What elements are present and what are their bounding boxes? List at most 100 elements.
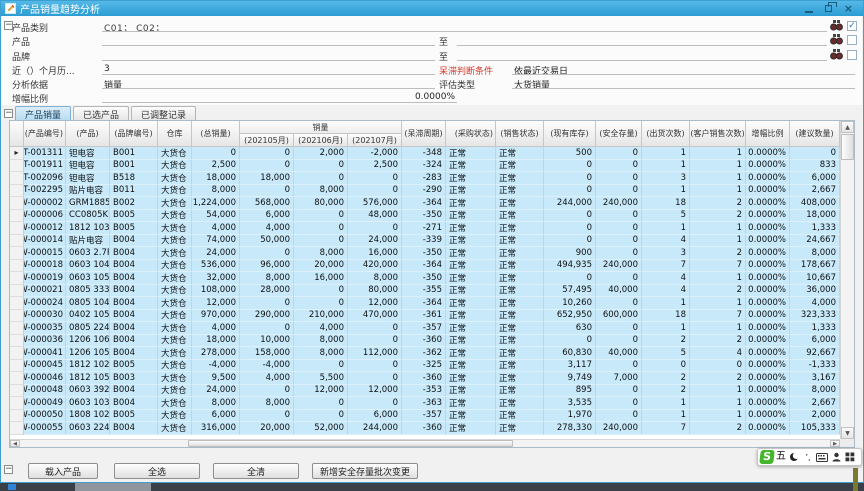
wubi-mode-icon[interactable]: 五 xyxy=(776,451,786,462)
table-row[interactable]: -W-000014贴片电容B004大货仓74,00050,000024,000-… xyxy=(10,234,840,247)
brand-checkbox[interactable] xyxy=(847,49,857,60)
search-binoculars-icon[interactable] xyxy=(830,48,843,60)
collapse-form-icon[interactable]: − xyxy=(4,20,13,30)
scroll-up-icon[interactable]: ▲ xyxy=(841,121,854,133)
keyboard-icon[interactable] xyxy=(816,451,828,463)
tab-adjusted-records[interactable]: 已调整记录 xyxy=(131,106,197,121)
horizontal-scrollbar[interactable]: ◀ ▶ xyxy=(10,439,840,447)
column-header[interactable]: (202106月) xyxy=(294,134,348,147)
vertical-scroll-thumb[interactable] xyxy=(841,134,854,160)
stagnant-condition-field[interactable]: 依最近交易日 xyxy=(512,62,855,75)
horizontal-scroll-thumb[interactable] xyxy=(188,440,513,447)
column-header[interactable]: (安全存量) xyxy=(596,121,642,147)
add-safety-stock-change-button[interactable]: 新增安全存量批次变更 xyxy=(312,463,418,479)
evaluate-type-field[interactable]: 大货销量 xyxy=(512,76,855,90)
scroll-right-icon[interactable]: ▶ xyxy=(830,440,840,447)
search-binoculars-icon[interactable] xyxy=(830,34,843,45)
brand-to-field[interactable] xyxy=(457,48,827,61)
cell: 0 xyxy=(544,184,596,197)
table-row[interactable]: -T-002295 贴片电容 B011 大货仓 8,000 0 8,000 0 -290 正常 正常… xyxy=(10,184,840,197)
search-binoculars-icon[interactable] xyxy=(830,20,843,31)
product-from-field[interactable] xyxy=(102,33,435,47)
category-checkbox[interactable]: ✓ xyxy=(847,21,857,31)
analysis-basis-field[interactable]: 销量 xyxy=(102,76,435,90)
category-links[interactable]: C01； C02； xyxy=(104,24,165,32)
halfmoon-icon[interactable] xyxy=(788,451,800,463)
column-header[interactable]: (出货次数) xyxy=(642,121,690,147)
brand-from-field[interactable] xyxy=(102,48,435,61)
scroll-down-icon[interactable]: ▼ xyxy=(841,427,854,439)
taskbar-app-icon[interactable] xyxy=(8,484,16,490)
months-field[interactable]: 3 xyxy=(102,62,435,75)
product-to-field[interactable] xyxy=(457,33,827,47)
tab-product-sales[interactable]: 产品销量 xyxy=(15,106,72,121)
column-header[interactable]: 仓库 xyxy=(158,121,192,147)
column-header[interactable]: (总销量) xyxy=(192,121,240,147)
cell: 0603 224K... xyxy=(66,422,110,435)
row-indicator xyxy=(10,247,24,260)
select-all-button[interactable]: 全选 xyxy=(114,463,200,479)
vertical-scrollbar[interactable]: ▲ ▼ xyxy=(840,121,854,439)
collapse-footer-icon[interactable]: − xyxy=(4,464,13,474)
row-indicator xyxy=(10,172,24,185)
sogou-logo-icon[interactable]: S xyxy=(759,450,775,464)
close-icon[interactable]: × xyxy=(843,2,853,15)
cell: 2 xyxy=(690,372,746,385)
column-header[interactable]: (产品编号) xyxy=(24,121,66,147)
scroll-left-icon[interactable]: ◀ xyxy=(10,440,20,447)
tab-selected-products[interactable]: 已选产品 xyxy=(73,106,130,121)
clear-all-button[interactable]: 全清 xyxy=(213,463,299,479)
restore-icon[interactable] xyxy=(824,2,837,12)
punctuation-icon[interactable]: ’, xyxy=(805,452,811,462)
cell: 278,330 xyxy=(544,422,596,435)
column-header[interactable]: (202105月) xyxy=(240,134,294,147)
table-row[interactable]: -T-001911 钽电容 B001 大货仓 2,500 0 0 2,500 -324 正常 正常 0… xyxy=(10,159,840,172)
toolbox-grid-icon[interactable] xyxy=(844,451,856,463)
table-row[interactable]: -W-000006CC0805KKX...B005大货仓54,0006,0000… xyxy=(10,209,840,222)
cell: 正常 xyxy=(446,147,496,160)
column-header[interactable]: 增幅比例 xyxy=(746,121,790,147)
cell: 970,000 xyxy=(192,309,240,322)
cell: 2,667 xyxy=(790,397,840,410)
cell: 正常 xyxy=(496,222,544,235)
taskbar-item[interactable] xyxy=(75,483,151,491)
table-row[interactable]: -W-000002GRM1885C1...B002大货仓1,224,000568… xyxy=(10,197,840,210)
cell: -357 xyxy=(402,409,446,422)
column-header[interactable]: (现有库存) xyxy=(544,121,596,147)
load-products-button[interactable]: 载入产品 xyxy=(28,463,98,479)
minimize-icon[interactable] xyxy=(804,10,813,13)
column-header[interactable]: (产品) xyxy=(66,121,110,147)
table-row[interactable]: ▸ -T-001311 钽电容 B001 大货仓 0 0 2,000 -2,000 -348 正常正… xyxy=(10,147,840,160)
cell: 0 xyxy=(690,359,746,372)
table-row[interactable]: -T-002096 钽电容 B518 大货仓 18,000 18,000 0 0 -283 正常正… xyxy=(10,172,840,185)
user-icon[interactable] xyxy=(830,451,842,463)
column-header[interactable]: (销售状态) xyxy=(496,121,544,147)
column-header[interactable]: (202107月) xyxy=(348,134,402,147)
product-checkbox[interactable] xyxy=(847,35,857,46)
column-header[interactable]: (采购状态) xyxy=(446,121,496,147)
column-header[interactable]: (建议数量) xyxy=(790,121,840,147)
growth-ratio-field[interactable]: 0.0000% xyxy=(102,90,457,104)
column-header[interactable]: (客户销售次数) xyxy=(690,121,746,147)
category-field[interactable]: C01； C02； xyxy=(102,19,827,32)
column-header[interactable]: (品牌编号) xyxy=(110,121,158,147)
cell: 0 xyxy=(596,409,642,422)
column-header[interactable]: (呆滞周期) xyxy=(402,121,446,147)
collapse-grid-icon[interactable]: − xyxy=(4,108,13,118)
